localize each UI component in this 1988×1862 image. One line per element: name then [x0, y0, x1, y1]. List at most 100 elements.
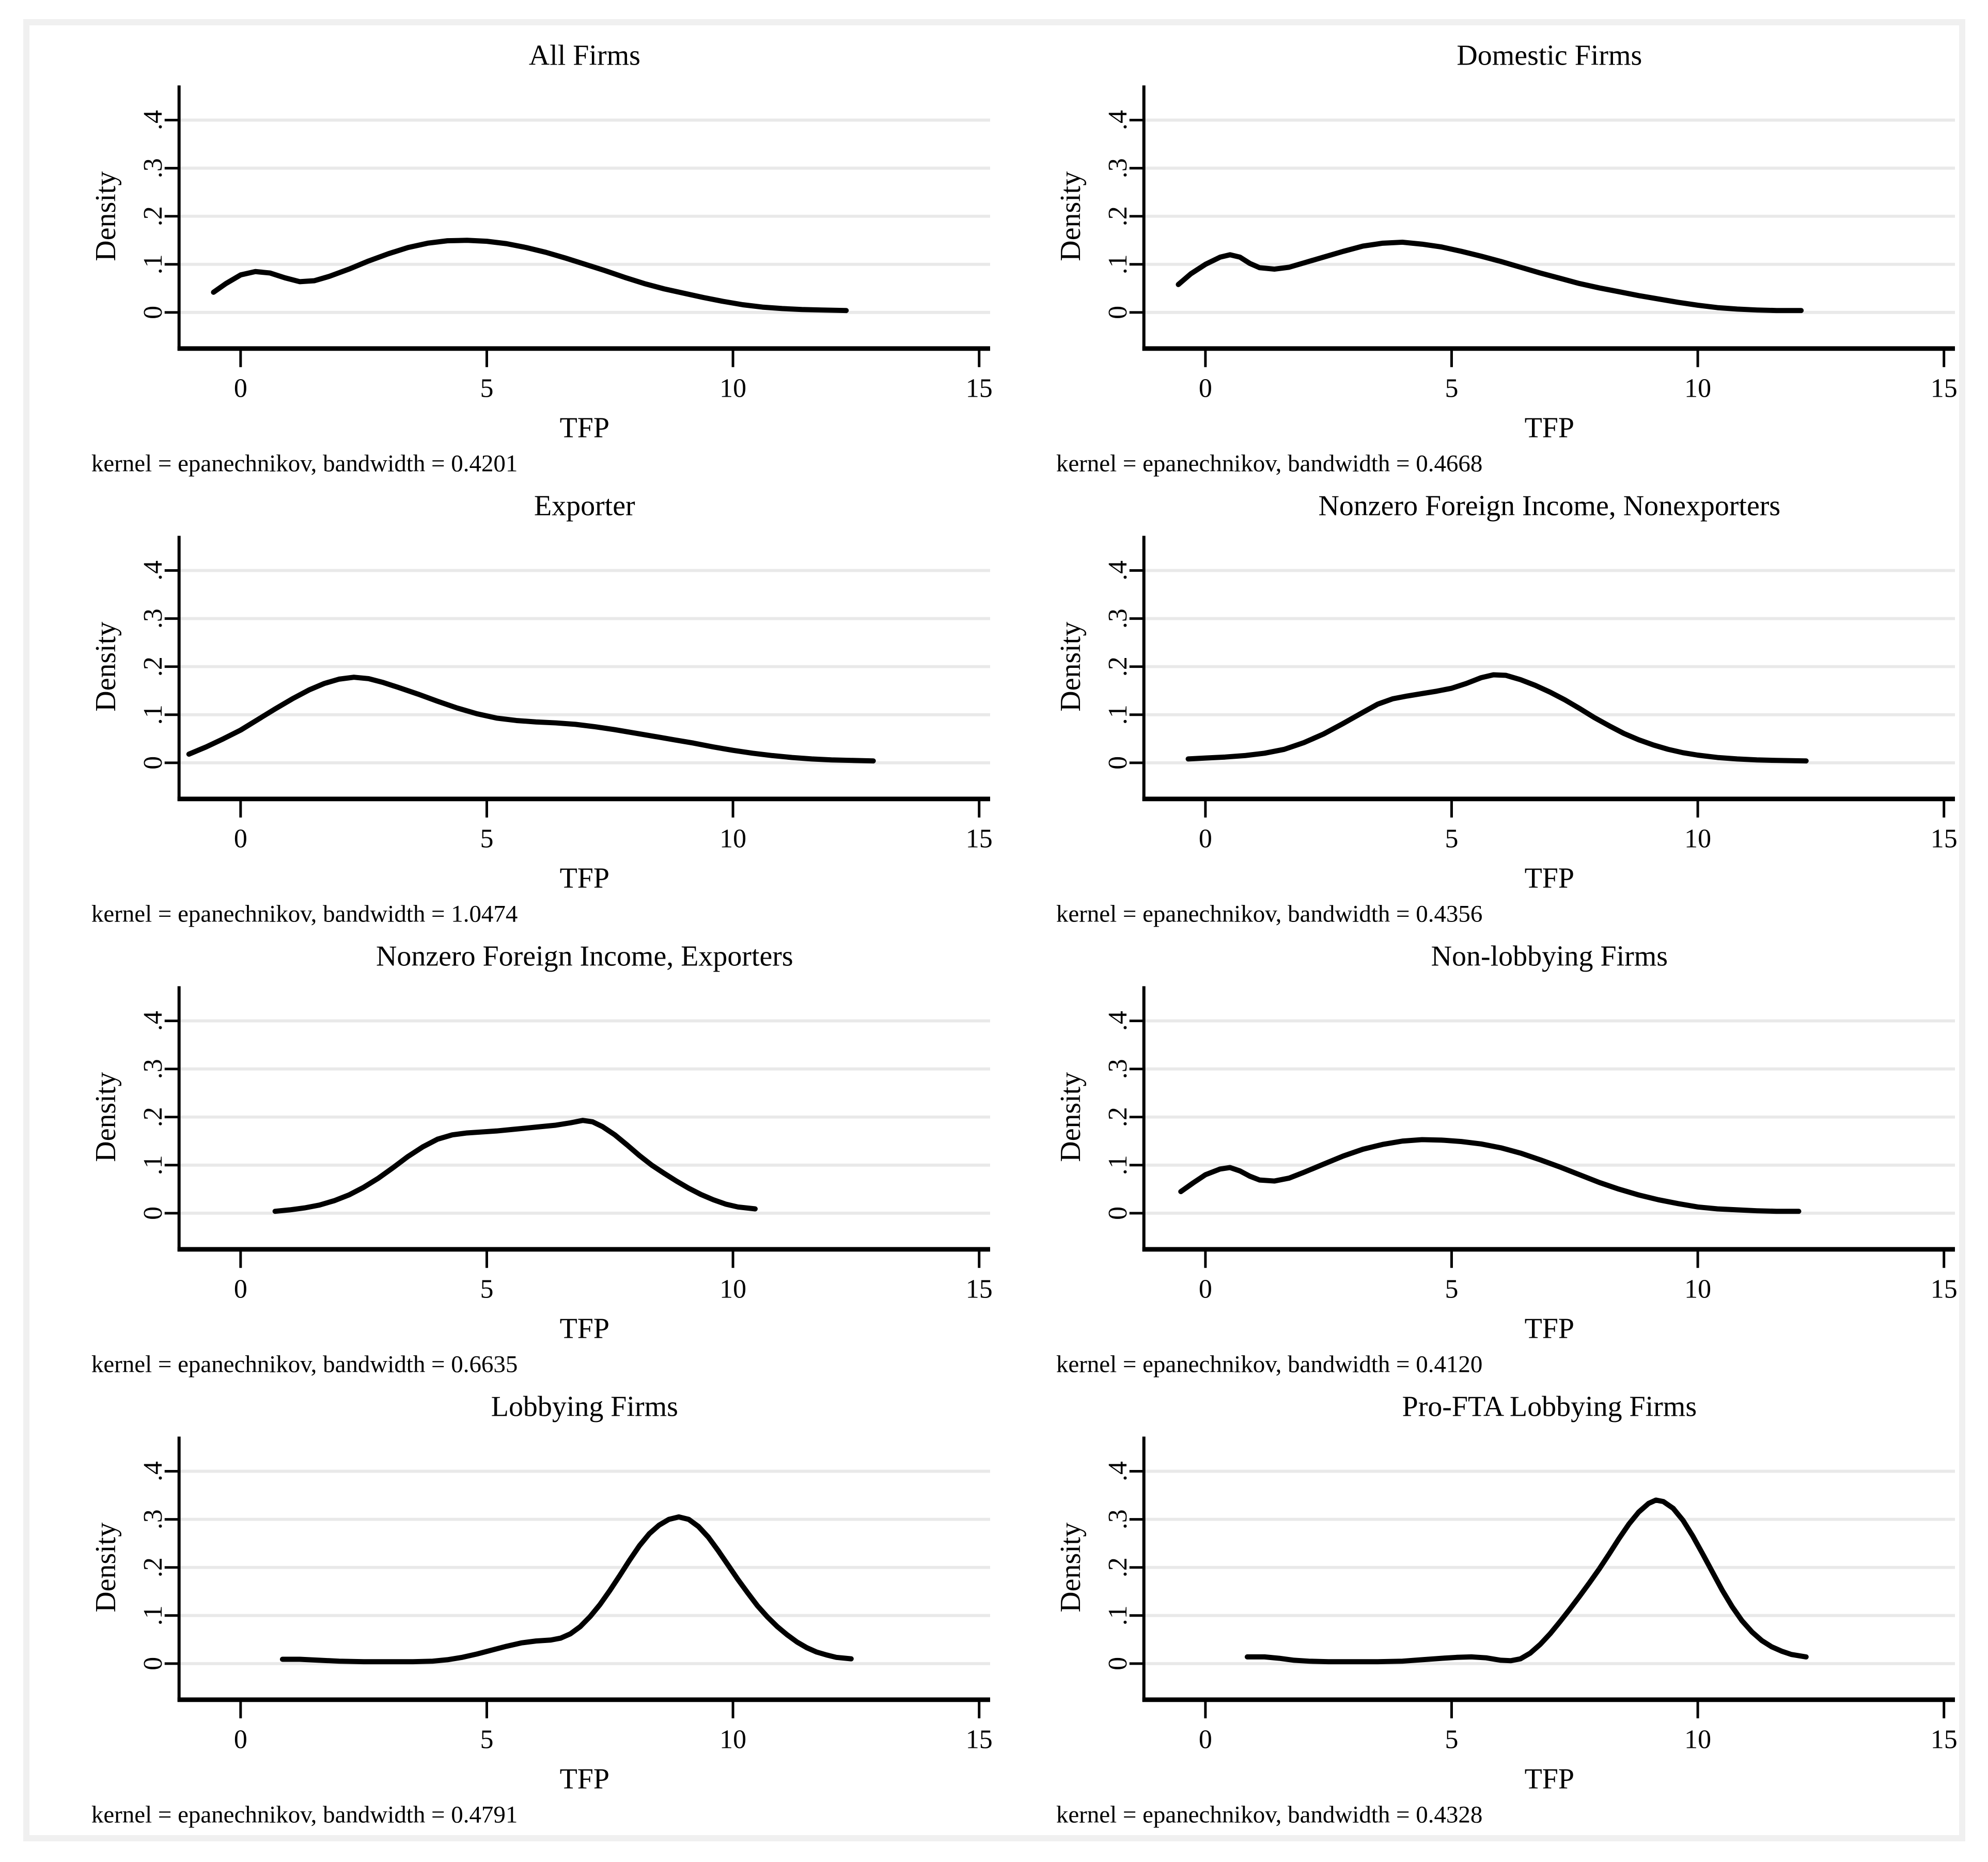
x-axis-label: TFP — [560, 412, 609, 444]
y-axis-label: Density — [1055, 622, 1087, 712]
chart-title: All Firms — [529, 39, 640, 71]
y-tick-label: .3 — [1103, 158, 1133, 178]
x-tick-label: 0 — [234, 1275, 247, 1304]
y-tick-label: .3 — [138, 608, 168, 629]
x-tick-label: 5 — [1445, 374, 1458, 403]
chart-cell-nonzero-foreign-income-nonexporters: Nonzero Foreign Income, Nonexporters 0 .1.… — [994, 484, 1959, 934]
y-axis-label: Density — [1055, 1523, 1087, 1613]
y-tick-label: .2 — [138, 656, 168, 677]
y-tick-label: .1 — [1103, 254, 1133, 274]
y-tick-label: 0 — [1103, 1207, 1133, 1220]
chart-non-lobbying-firms: Non-lobbying Firms 0 .1 .2 .3 .4 Density 0 5 10 15… — [1055, 940, 1958, 1378]
y-tick-label: 0 — [138, 1207, 168, 1220]
x-tick-label: 10 — [1684, 374, 1711, 403]
y-axis-label: Density — [90, 622, 122, 712]
density-curve — [1178, 1137, 1802, 1214]
y-axis-label: Density — [90, 1523, 122, 1613]
y-tick-label: .1 — [1103, 1605, 1133, 1625]
density-curve — [1244, 1497, 1809, 1665]
y-tick-label: .2 — [138, 1557, 168, 1577]
x-tick-label: 5 — [1445, 1275, 1458, 1304]
density-curve — [186, 675, 876, 764]
x-tick-label: 10 — [1684, 1725, 1711, 1755]
x-tick-label: 5 — [1445, 824, 1458, 854]
kernel-note: kernel = epanechnikov, bandwidth = 0.466… — [1056, 450, 1482, 477]
chart-cell-pro-fta-lobbying-firms: Pro-FTA Lobbying Firms 0 .1 .2 .3 .4 Density 0 5… — [994, 1385, 1959, 1835]
chart-title: Domestic Firms — [1457, 39, 1642, 71]
x-tick-label: 15 — [966, 374, 993, 403]
y-tick-label: .4 — [1103, 110, 1133, 130]
y-tick-label: 0 — [138, 756, 168, 770]
y-tick-label: .1 — [1103, 705, 1133, 725]
charts-grid: All Firms 0 .1 .2 .3 .4 Density 0 5 10 15 TFP kernel… — [29, 25, 1959, 1835]
y-tick-label: .2 — [1103, 1107, 1133, 1127]
y-tick-label: .2 — [1103, 206, 1133, 226]
chart-cell-lobbying-firms: Lobbying Firms 0 .1 .2 .3 .4 Density 0 5 10 15 TFP k… — [29, 1385, 994, 1835]
y-tick-label: .4 — [138, 110, 168, 130]
y-axis-label: Density — [90, 1072, 122, 1162]
x-tick-label: 15 — [966, 1275, 993, 1304]
x-tick-label: 10 — [719, 824, 746, 854]
density-curve — [279, 1514, 854, 1665]
y-axis-label: Density — [1055, 171, 1087, 261]
density-curve — [1176, 239, 1804, 314]
y-tick-label: .4 — [138, 1011, 168, 1031]
y-tick-label: 0 — [1103, 306, 1133, 319]
y-tick-label: .1 — [138, 1155, 168, 1175]
kernel-note: kernel = epanechnikov, bandwidth = 0.663… — [91, 1351, 518, 1378]
y-tick-label: .3 — [1103, 608, 1133, 629]
y-tick-label: .3 — [138, 1059, 168, 1079]
x-tick-label: 10 — [1684, 1275, 1711, 1304]
chart-cell-nonzero-foreign-income-exporters: Nonzero Foreign Income, Exporters 0 .1 .2 .3… — [29, 934, 994, 1385]
kernel-note: kernel = epanechnikov, bandwidth = 0.420… — [91, 450, 518, 477]
y-tick-label: .2 — [1103, 656, 1133, 677]
chart-cell-exporter: Exporter 0 .1 .2 .3 .4 Density 0 5 10 15 TFP kernel … — [29, 484, 994, 934]
y-tick-label: .4 — [1103, 1011, 1133, 1031]
density-curve — [272, 1118, 758, 1214]
x-tick-label: 5 — [1445, 1725, 1458, 1755]
y-tick-label: .2 — [138, 1107, 168, 1127]
y-tick-label: .1 — [138, 1605, 168, 1625]
x-tick-label: 0 — [234, 374, 247, 403]
x-axis-label: TFP — [1525, 1763, 1574, 1795]
density-curve — [1185, 672, 1809, 764]
x-axis-label: TFP — [560, 1763, 609, 1795]
y-tick-label: .2 — [138, 206, 168, 226]
chart-title: Exporter — [534, 490, 635, 522]
y-tick-label: .1 — [1103, 1155, 1133, 1175]
x-tick-label: 0 — [234, 1725, 247, 1755]
x-tick-label: 0 — [1199, 824, 1212, 854]
chart-nonzero-foreign-income-nonexporters: Nonzero Foreign Income, Nonexporters 0 .1.… — [1055, 490, 1958, 927]
chart-pro-fta-lobbying-firms: Pro-FTA Lobbying Firms 0 .1 .2 .3 .4 Density 0 5… — [1055, 1390, 1958, 1828]
x-tick-label: 15 — [966, 1725, 993, 1755]
y-tick-label: .4 — [1103, 1461, 1133, 1481]
y-tick-label: .2 — [1103, 1557, 1133, 1577]
x-tick-label: 5 — [480, 1275, 493, 1304]
y-axis-label: Density — [1055, 1072, 1087, 1162]
chart-nonzero-foreign-income-exporters: Nonzero Foreign Income, Exporters 0 .1 .2 .3… — [90, 940, 993, 1378]
kernel-note: kernel = epanechnikov, bandwidth = 0.432… — [1056, 1802, 1482, 1828]
chart-cell-non-lobbying-firms: Non-lobbying Firms 0 .1 .2 .3 .4 Density 0 5 10 15… — [994, 934, 1959, 1385]
y-tick-label: .4 — [1103, 560, 1133, 581]
y-tick-label: .3 — [1103, 1509, 1133, 1529]
y-tick-label: .3 — [138, 158, 168, 178]
y-axis-label: Density — [90, 171, 122, 261]
chart-cell-all-firms: All Firms 0 .1 .2 .3 .4 Density 0 5 10 15 TFP kernel… — [29, 34, 994, 484]
y-tick-label: .3 — [1103, 1059, 1133, 1079]
x-tick-label: 10 — [719, 1725, 746, 1755]
figure-frame: All Firms 0 .1 .2 .3 .4 Density 0 5 10 15 TFP kernel… — [23, 19, 1965, 1841]
kernel-note: kernel = epanechnikov, bandwidth = 1.047… — [91, 901, 518, 928]
x-axis-label: TFP — [1525, 1313, 1574, 1345]
chart-cell-domestic-firms: Domestic Firms 0 .1 .2 .3 .4 Density 0 5 10 15 TFP k… — [994, 34, 1959, 484]
chart-all-firms: All Firms 0 .1 .2 .3 .4 Density 0 5 10 15 TFP kernel… — [90, 39, 993, 477]
chart-title: Non-lobbying Firms — [1431, 940, 1668, 972]
y-tick-label: .4 — [138, 560, 168, 581]
y-tick-label: 0 — [1103, 756, 1133, 770]
x-tick-label: 15 — [1931, 374, 1958, 403]
kernel-note: kernel = epanechnikov, bandwidth = 0.412… — [1056, 1351, 1482, 1378]
x-tick-label: 0 — [1199, 374, 1212, 403]
chart-exporter: Exporter 0 .1 .2 .3 .4 Density 0 5 10 15 TFP kernel … — [90, 490, 993, 928]
y-tick-label: 0 — [138, 306, 168, 319]
y-tick-label: 0 — [1103, 1657, 1133, 1670]
chart-domestic-firms: Domestic Firms 0 .1 .2 .3 .4 Density 0 5 10 15 TFP k… — [1055, 39, 1958, 477]
